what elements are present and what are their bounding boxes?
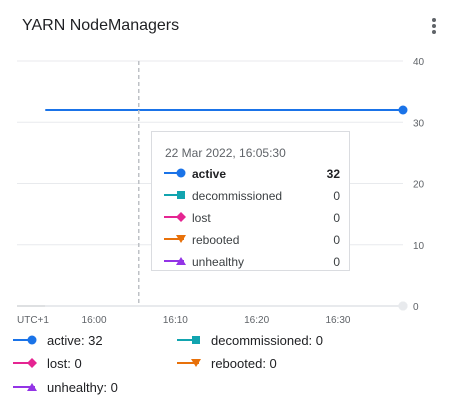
unhealthy-icon xyxy=(13,383,37,391)
tooltip-series-name: lost xyxy=(192,211,211,225)
legend-label: unhealthy: 0 xyxy=(47,380,118,395)
legend-marker xyxy=(27,335,37,345)
legend-marker xyxy=(176,257,186,265)
tooltip-row-unhealthy: unhealthy 0 xyxy=(164,253,340,271)
unhealthy-icon xyxy=(164,257,186,265)
tooltip-series-name: rebooted xyxy=(192,233,240,247)
chart-title: YARN NodeManagers xyxy=(22,17,180,34)
series-end-point-active xyxy=(398,105,408,115)
legend-marker xyxy=(27,358,37,368)
tooltip-date: 22 Mar 2022, 16:05:30 xyxy=(165,146,286,160)
line-chart[interactable]: 0 10 20 30 40 UTC+1 16:00 16:10 16:20 16:30 xyxy=(0,0,458,330)
decommissioned-icon xyxy=(177,336,200,344)
legend-marker xyxy=(177,191,185,199)
tooltip-row-rebooted: rebooted 0 xyxy=(164,231,340,249)
legend-marker xyxy=(191,359,201,367)
legend-marker xyxy=(27,383,37,391)
timezone-label: UTC+1 xyxy=(17,315,49,326)
y-tick-label: 40 xyxy=(413,57,425,68)
legend-label: rebooted: 0 xyxy=(211,356,277,371)
active-icon xyxy=(13,335,37,345)
x-tick-label: 16:20 xyxy=(244,315,269,326)
tooltip-series-name: decommissioned xyxy=(192,189,283,203)
x-tick-label: 16:00 xyxy=(82,315,107,326)
tooltip-series-name: unhealthy xyxy=(192,255,245,269)
y-tick-label: 20 xyxy=(413,180,425,191)
legend-label: active: 32 xyxy=(47,333,103,348)
tooltip-series-value: 0 xyxy=(333,255,340,269)
hover-tooltip: 22 Mar 2022, 16:05:30 active 32 decommissi… xyxy=(151,131,350,271)
tooltip-series-name: active xyxy=(192,167,227,181)
y-tick-label: 0 xyxy=(413,302,419,313)
legend-label: lost: 0 xyxy=(47,356,82,371)
y-tick-label: 10 xyxy=(413,241,425,252)
tooltip-row-active: active 32 xyxy=(164,165,340,183)
rebooted-icon xyxy=(177,359,201,367)
lost-icon xyxy=(13,358,37,368)
active-icon xyxy=(164,168,186,178)
legend-marker xyxy=(176,168,186,178)
legend-marker xyxy=(192,336,200,344)
more-vert-icon[interactable] xyxy=(426,14,442,38)
x-tick-label: 16:30 xyxy=(325,315,350,326)
x-tick-label: 16:10 xyxy=(163,315,188,326)
legend-marker xyxy=(176,212,186,222)
tooltip-series-value: 0 xyxy=(333,211,340,225)
tooltip-row-decommissioned: decommissioned 0 xyxy=(164,187,340,205)
tooltip-row-lost: lost 0 xyxy=(164,209,340,227)
legend-marker xyxy=(176,235,186,243)
lost-icon xyxy=(164,212,186,222)
series-end-point-unhealthy xyxy=(398,301,408,311)
tooltip-series-value: 32 xyxy=(326,167,340,181)
rebooted-icon xyxy=(164,235,186,243)
tooltip-series-value: 0 xyxy=(333,233,340,247)
y-tick-label: 30 xyxy=(413,118,425,129)
tooltip-series-value: 0 xyxy=(333,189,340,203)
decommissioned-icon xyxy=(164,191,185,199)
legend-label: decommissioned: 0 xyxy=(211,333,323,348)
